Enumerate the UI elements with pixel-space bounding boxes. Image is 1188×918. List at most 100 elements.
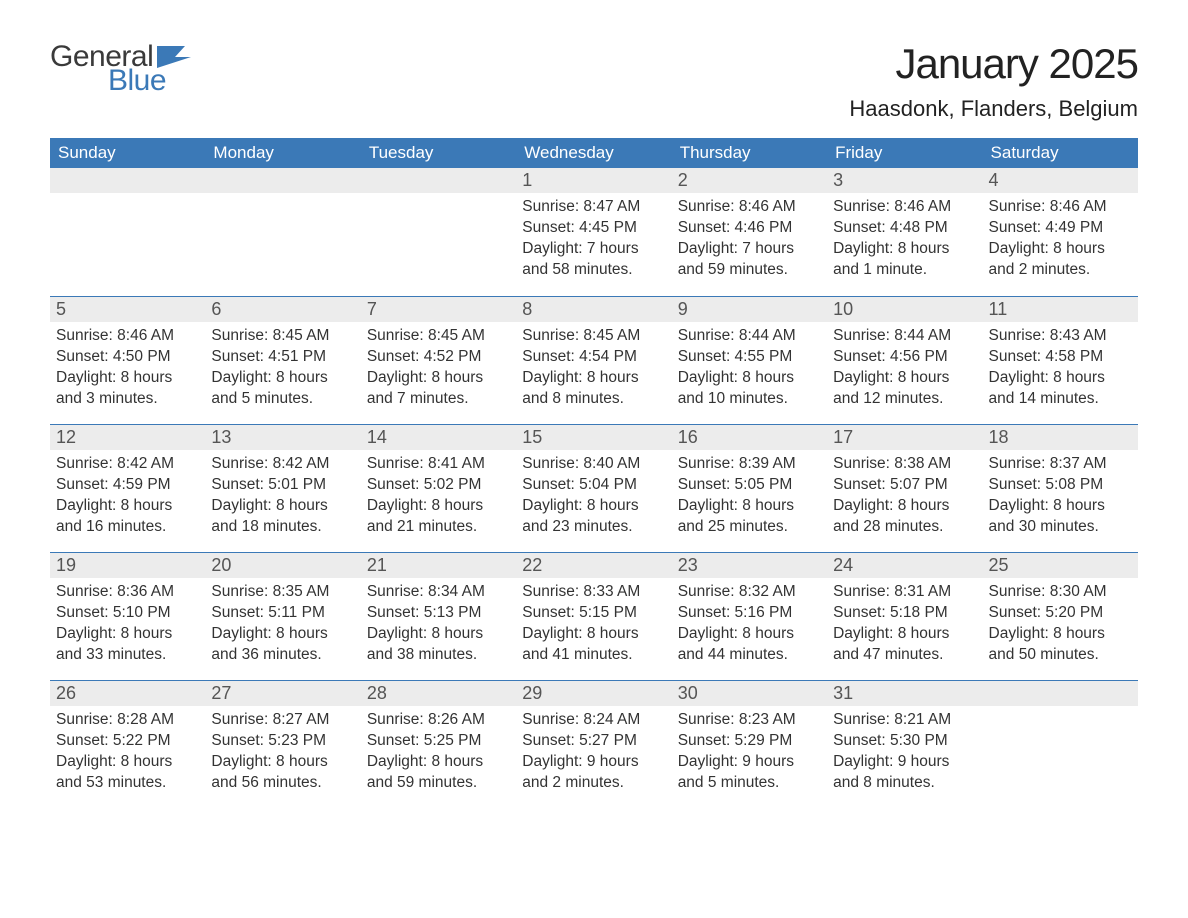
sunrise-text: Sunrise: 8:43 AM	[989, 326, 1134, 347]
weekday-header: Sunday	[50, 138, 205, 168]
day-number: 27	[205, 681, 360, 706]
daylight-text: Daylight: 8 hours and 56 minutes.	[211, 752, 356, 794]
day-cell: 11Sunrise: 8:43 AMSunset: 4:58 PMDayligh…	[983, 297, 1138, 424]
sunset-text: Sunset: 4:49 PM	[989, 218, 1134, 239]
day-number: 10	[827, 297, 982, 322]
daylight-text: Daylight: 8 hours and 10 minutes.	[678, 368, 823, 410]
daylight-text: Daylight: 9 hours and 2 minutes.	[522, 752, 667, 794]
day-number: 11	[983, 297, 1138, 322]
week-row: 1Sunrise: 8:47 AMSunset: 4:45 PMDaylight…	[50, 168, 1138, 296]
day-info: Sunrise: 8:46 AMSunset: 4:49 PMDaylight:…	[987, 197, 1134, 281]
sunrise-text: Sunrise: 8:36 AM	[56, 582, 201, 603]
sunrise-text: Sunrise: 8:45 AM	[211, 326, 356, 347]
sunrise-text: Sunrise: 8:45 AM	[522, 326, 667, 347]
sunset-text: Sunset: 5:18 PM	[833, 603, 978, 624]
day-cell: 27 Sunrise: 8:27 AMSunset: 5:23 PMDayligh…	[205, 681, 360, 808]
day-cell: 3 Sunrise: 8:46 AMSunset: 4:48 PMDaylight…	[827, 168, 982, 296]
sunset-text: Sunset: 4:59 PM	[56, 475, 201, 496]
day-number: 7	[361, 297, 516, 322]
day-info: Sunrise: 8:42 AMSunset: 5:01 PMDaylight:…	[209, 454, 356, 538]
sunset-text: Sunset: 5:05 PM	[678, 475, 823, 496]
day-number: 16	[672, 425, 827, 450]
day-info: Sunrise: 8:37 AMSunset: 5:08 PMDaylight:…	[987, 454, 1134, 538]
day-cell: 5Sunrise: 8:46 AMSunset: 4:50 PMDaylight…	[50, 297, 205, 424]
sunrise-text: Sunrise: 8:30 AM	[989, 582, 1134, 603]
day-info: Sunrise: 8:34 AMSunset: 5:13 PMDaylight:…	[365, 582, 512, 666]
sunset-text: Sunset: 4:45 PM	[522, 218, 667, 239]
daylight-text: Daylight: 9 hours and 8 minutes.	[833, 752, 978, 794]
sunrise-text: Sunrise: 8:44 AM	[833, 326, 978, 347]
day-cell: 22Sunrise: 8:33 AMSunset: 5:15 PMDayligh…	[516, 553, 671, 680]
daylight-text: Daylight: 8 hours and 30 minutes.	[989, 496, 1134, 538]
day-number	[983, 681, 1138, 706]
sunset-text: Sunset: 5:01 PM	[211, 475, 356, 496]
day-cell: 2 Sunrise: 8:46 AMSunset: 4:46 PMDaylight…	[672, 168, 827, 296]
weekday-header: Saturday	[983, 138, 1138, 168]
week-row: 19Sunrise: 8:36 AMSunset: 5:10 PMDayligh…	[50, 552, 1138, 680]
sunset-text: Sunset: 5:15 PM	[522, 603, 667, 624]
day-info: Sunrise: 8:44 AMSunset: 4:55 PMDaylight:…	[676, 326, 823, 410]
daylight-text: Daylight: 8 hours and 23 minutes.	[522, 496, 667, 538]
daylight-text: Daylight: 8 hours and 41 minutes.	[522, 624, 667, 666]
day-number: 17	[827, 425, 982, 450]
day-cell	[50, 168, 205, 296]
daylight-text: Daylight: 8 hours and 33 minutes.	[56, 624, 201, 666]
calendar: SundayMondayTuesdayWednesdayThursdayFrid…	[50, 138, 1138, 808]
day-cell: 1Sunrise: 8:47 AMSunset: 4:45 PMDaylight…	[516, 168, 671, 296]
day-info: Sunrise: 8:46 AMSunset: 4:48 PMDaylight:…	[831, 197, 978, 281]
sunset-text: Sunset: 5:16 PM	[678, 603, 823, 624]
day-cell: 31Sunrise: 8:21 AMSunset: 5:30 PMDayligh…	[827, 681, 982, 808]
sunrise-text: Sunrise: 8:33 AM	[522, 582, 667, 603]
day-number: 15	[516, 425, 671, 450]
sunset-text: Sunset: 5:04 PM	[522, 475, 667, 496]
day-number: 5	[50, 297, 205, 322]
day-cell: 12Sunrise: 8:42 AMSunset: 4:59 PMDayligh…	[50, 425, 205, 552]
sunset-text: Sunset: 4:56 PM	[833, 347, 978, 368]
sunrise-text: Sunrise: 8:32 AM	[678, 582, 823, 603]
sunset-text: Sunset: 5:29 PM	[678, 731, 823, 752]
day-cell: 7Sunrise: 8:45 AMSunset: 4:52 PMDaylight…	[361, 297, 516, 424]
logo: General Blue	[50, 40, 191, 98]
day-cell: 19 Sunrise: 8:36 AMSunset: 5:10 PMDayligh…	[50, 553, 205, 680]
daylight-text: Daylight: 8 hours and 16 minutes.	[56, 496, 201, 538]
sunrise-text: Sunrise: 8:40 AM	[522, 454, 667, 475]
day-cell: 9 Sunrise: 8:44 AMSunset: 4:55 PMDaylight…	[672, 297, 827, 424]
day-info: Sunrise: 8:39 AMSunset: 5:05 PMDaylight:…	[676, 454, 823, 538]
daylight-text: Daylight: 7 hours and 59 minutes.	[678, 239, 823, 281]
day-cell: 28Sunrise: 8:26 AMSunset: 5:25 PMDayligh…	[361, 681, 516, 808]
day-cell: 21Sunrise: 8:34 AMSunset: 5:13 PMDayligh…	[361, 553, 516, 680]
title-block: January 2025 Haasdonk, Flanders, Belgium	[849, 40, 1138, 132]
sunrise-text: Sunrise: 8:46 AM	[833, 197, 978, 218]
sunset-text: Sunset: 5:23 PM	[211, 731, 356, 752]
location-text: Haasdonk, Flanders, Belgium	[849, 96, 1138, 122]
sunset-text: Sunset: 4:48 PM	[833, 218, 978, 239]
day-cell: 30Sunrise: 8:23 AMSunset: 5:29 PMDayligh…	[672, 681, 827, 808]
day-cell: 6Sunrise: 8:45 AMSunset: 4:51 PMDaylight…	[205, 297, 360, 424]
daylight-text: Daylight: 8 hours and 50 minutes.	[989, 624, 1134, 666]
day-info: Sunrise: 8:21 AMSunset: 5:30 PMDaylight:…	[831, 710, 978, 794]
day-number: 2	[672, 168, 827, 193]
sunrise-text: Sunrise: 8:37 AM	[989, 454, 1134, 475]
day-number: 30	[672, 681, 827, 706]
day-cell: 29Sunrise: 8:24 AMSunset: 5:27 PMDayligh…	[516, 681, 671, 808]
day-number: 3	[827, 168, 982, 193]
day-number: 13	[205, 425, 360, 450]
logo-text-blue: Blue	[108, 64, 191, 98]
sunrise-text: Sunrise: 8:38 AM	[833, 454, 978, 475]
day-cell: 17Sunrise: 8:38 AMSunset: 5:07 PMDayligh…	[827, 425, 982, 552]
day-number: 19	[50, 553, 205, 578]
sunrise-text: Sunrise: 8:27 AM	[211, 710, 356, 731]
weekday-header: Thursday	[672, 138, 827, 168]
day-number: 9	[672, 297, 827, 322]
sunrise-text: Sunrise: 8:42 AM	[56, 454, 201, 475]
sunrise-text: Sunrise: 8:41 AM	[367, 454, 512, 475]
day-cell: 13 Sunrise: 8:42 AMSunset: 5:01 PMDayligh…	[205, 425, 360, 552]
sunset-text: Sunset: 5:10 PM	[56, 603, 201, 624]
sunrise-text: Sunrise: 8:26 AM	[367, 710, 512, 731]
sunrise-text: Sunrise: 8:35 AM	[211, 582, 356, 603]
sunset-text: Sunset: 5:11 PM	[211, 603, 356, 624]
day-info: Sunrise: 8:46 AMSunset: 4:46 PMDaylight:…	[676, 197, 823, 281]
daylight-text: Daylight: 8 hours and 12 minutes.	[833, 368, 978, 410]
sunset-text: Sunset: 5:13 PM	[367, 603, 512, 624]
day-info: Sunrise: 8:31 AMSunset: 5:18 PMDaylight:…	[831, 582, 978, 666]
